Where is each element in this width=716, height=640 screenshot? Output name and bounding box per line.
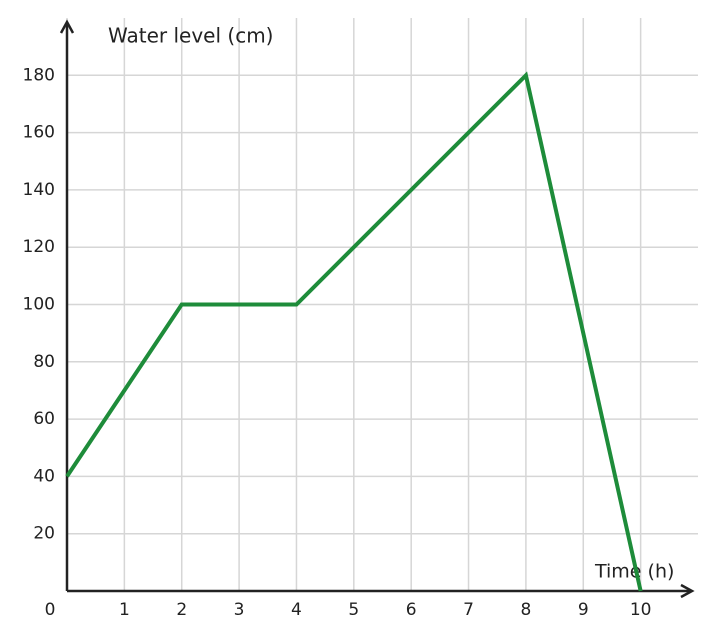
y-tick-label: 80 [33, 352, 55, 372]
x-tick-label: 2 [176, 600, 187, 620]
x-tick-label: 3 [234, 600, 245, 620]
x-tick-label: 0 [45, 600, 56, 620]
y-tick-label: 40 [33, 466, 55, 486]
x-tick-label: 9 [578, 600, 589, 620]
y-tick-label: 20 [33, 524, 55, 544]
x-tick-label: 7 [463, 600, 474, 620]
x-tick-label: 8 [520, 600, 531, 620]
line [65, 71, 643, 592]
y-tick-label: 60 [33, 409, 55, 429]
x-axis-arrow [680, 583, 695, 599]
y-axis-label: Water level (cm) [108, 24, 273, 48]
x-tick-label: 4 [291, 600, 302, 620]
y-tick-label: 100 [23, 295, 55, 315]
grid [66, 18, 698, 591]
y-tick-label: 160 [23, 123, 55, 143]
x-tick-label: 10 [630, 600, 652, 620]
y-axis-arrow [59, 19, 75, 34]
y-tick-label: 180 [23, 65, 55, 85]
y-tick-label: 140 [23, 180, 55, 200]
x-tick-label: 1 [119, 600, 130, 620]
y-tick-label: 120 [23, 237, 55, 257]
x-tick-label: 6 [406, 600, 417, 620]
x-tick-label: 5 [348, 600, 359, 620]
x-axis-label: Time (h) [594, 561, 674, 583]
